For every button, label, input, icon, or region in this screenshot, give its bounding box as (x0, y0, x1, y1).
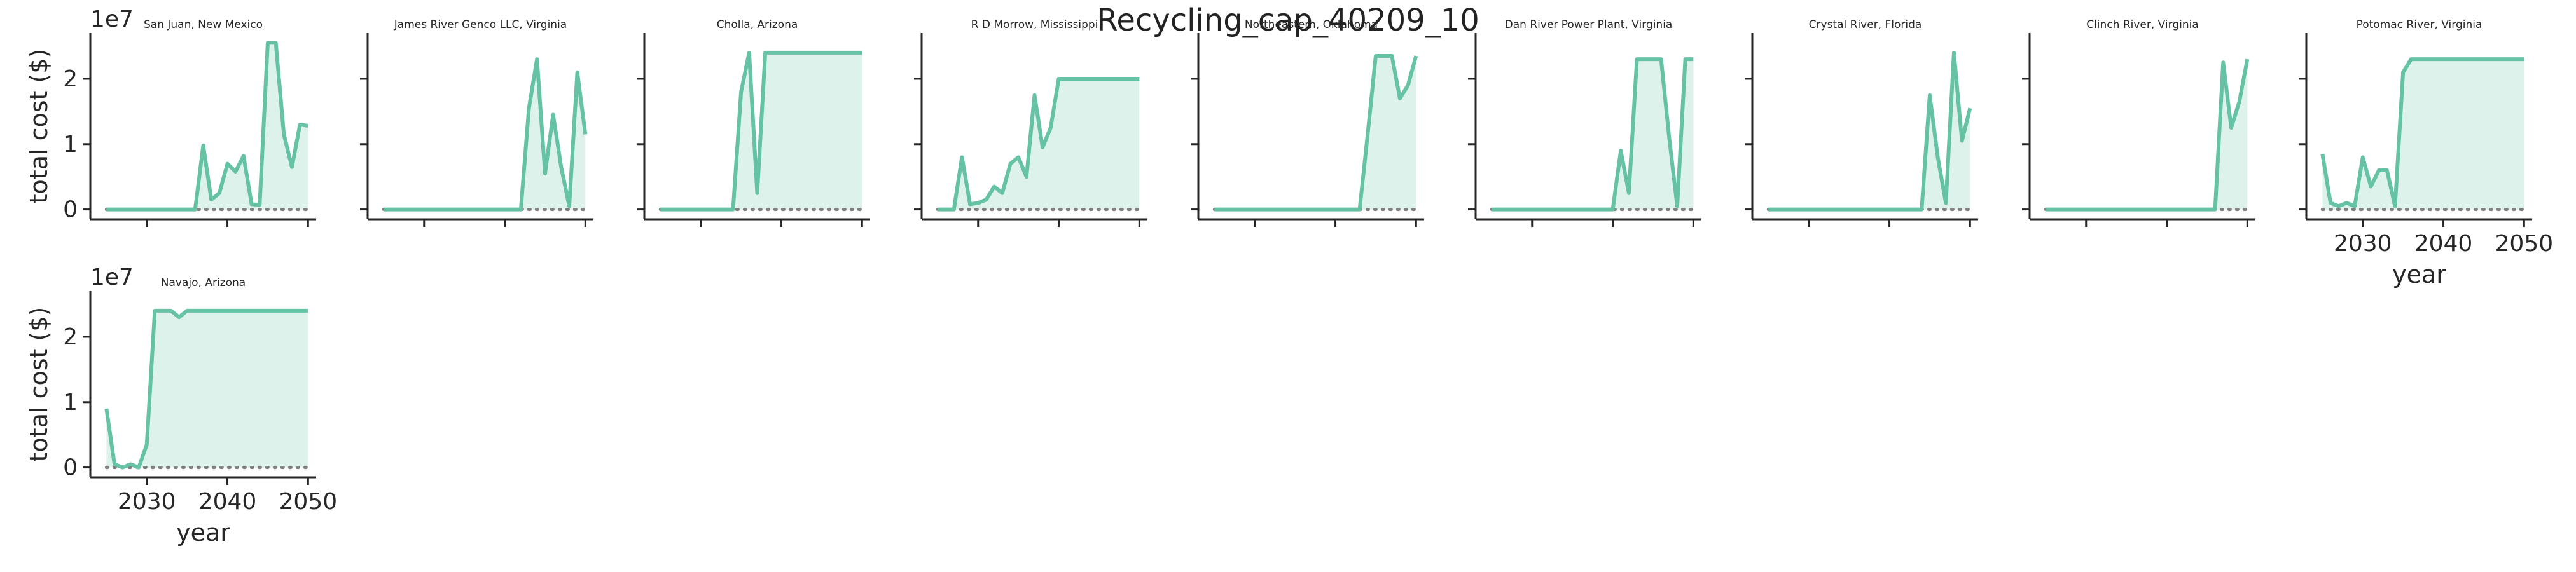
panel-2: James River Genco LLC, Virginia (360, 18, 593, 227)
series-line (1214, 53, 1418, 212)
x-axis-label: year (2392, 261, 2446, 289)
series-line (106, 41, 308, 212)
series-line (1492, 57, 1694, 212)
y-tick-label: 2 (63, 66, 78, 92)
x-axis-label: year (176, 519, 230, 547)
series-area (1214, 55, 1416, 210)
x-tick-label: 2050 (279, 489, 338, 515)
panel-3: Cholla, Arizona (637, 18, 870, 227)
series-area (384, 59, 586, 210)
series-area (2322, 59, 2524, 210)
series-area (938, 78, 1140, 210)
y-tick-label: 2 (63, 324, 78, 350)
x-tick-label: 2040 (198, 489, 257, 515)
x-tick-label: 2030 (118, 489, 176, 515)
panel-title: R D Morrow, Mississippi (971, 18, 1098, 31)
panel-6: Dan River Power Plant, Virginia (1468, 18, 1701, 227)
y-axis-label: total cost ($) (25, 49, 53, 204)
panel-10: Navajo, Arizona 0 1 2 2030 2040 2050 year 1e7 tot… (25, 264, 337, 547)
series-line (2320, 57, 2524, 208)
panel-title: Navajo, Arizona (161, 276, 246, 289)
panel-title: Northeastern, Oklahoma (1245, 18, 1378, 31)
series-area (106, 310, 308, 468)
panel-title: Cholla, Arizona (717, 18, 798, 31)
x-tick-label: 2030 (2334, 231, 2392, 257)
y-tick-label: 1 (63, 390, 78, 416)
y-multiplier: 1e7 (90, 6, 134, 32)
panel-title: Potomac River, Virginia (2357, 18, 2483, 31)
series-line (660, 50, 862, 212)
panel-7: Crystal River, Florida (1745, 18, 1978, 227)
y-tick-label: 0 (63, 455, 78, 481)
panel-title: Clinch River, Virginia (2086, 18, 2199, 31)
figure-title: Recycling_cap_40209_10 (1097, 3, 1479, 38)
series-line (2046, 58, 2250, 212)
panel-9: Potomac River, Virginia 2030 2040 2050 year (2299, 18, 2553, 289)
series-area (2046, 59, 2248, 210)
panel-title: San Juan, New Mexico (144, 18, 263, 31)
panel-1: San Juan, New Mexico 0 1 2 1e7 total cost ($) (25, 6, 316, 227)
x-tick-label: 2050 (2495, 231, 2554, 257)
series-line (384, 57, 588, 212)
panel-5: Northeastern, Oklahoma (1191, 18, 1424, 227)
series-area (1492, 59, 1694, 210)
panel-title: Dan River Power Plant, Virginia (1505, 18, 1673, 31)
x-tick-label: 2040 (2414, 231, 2473, 257)
series-area (1768, 52, 1970, 210)
y-axis-label: total cost ($) (25, 307, 53, 462)
panel-title: James River Genco LLC, Virginia (394, 18, 567, 31)
series-line (1768, 50, 1972, 212)
series-line (104, 308, 308, 470)
series-line (938, 76, 1140, 212)
y-tick-label: 0 (63, 197, 78, 223)
panel-title: Crystal River, Florida (1809, 18, 1922, 31)
panel-8: Clinch River, Virginia (2022, 18, 2255, 227)
y-tick-label: 1 (63, 132, 78, 158)
panel-4: R D Morrow, Mississippi (914, 18, 1147, 227)
y-multiplier: 1e7 (90, 264, 134, 290)
